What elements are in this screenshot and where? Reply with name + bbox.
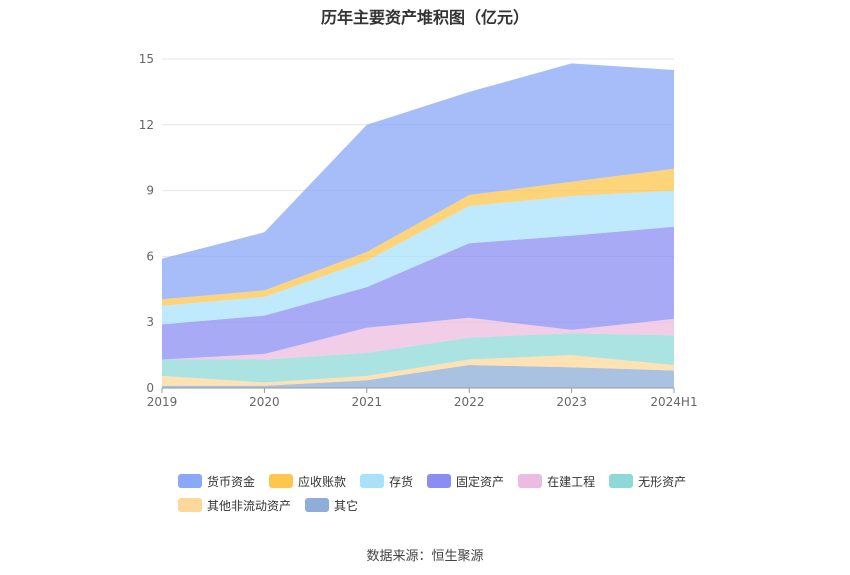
source-text: 数据来源：恒生聚源 — [366, 549, 484, 564]
legend-swatch — [427, 474, 452, 488]
x-tick-label: 2021 — [352, 395, 383, 409]
legend-item[interactable]: 无形资产 — [609, 472, 686, 490]
area-series-7 — [162, 63, 674, 300]
legend-item[interactable]: 在建工程 — [518, 472, 595, 490]
y-tick-label: 15 — [139, 52, 154, 66]
y-tick-label: 12 — [139, 118, 154, 132]
legend-swatch — [609, 474, 634, 488]
legend-item[interactable]: 应收账款 — [269, 472, 346, 490]
legend-swatch — [178, 498, 202, 512]
y-tick-label: 9 — [146, 184, 154, 198]
area-series-3 — [162, 317, 674, 360]
area-series-2 — [162, 333, 674, 383]
legend-label: 存货 — [389, 474, 414, 489]
legend-item[interactable]: 货币资金 — [178, 472, 255, 490]
area-series-0 — [162, 365, 674, 388]
x-tick-label: 2023 — [556, 395, 587, 409]
legend-label: 其他非流动资产 — [207, 498, 292, 513]
x-tick-label: 2019 — [147, 395, 178, 409]
legend-item[interactable]: 其它 — [305, 496, 358, 514]
legend-swatch — [305, 498, 330, 512]
y-tick-label: 3 — [146, 315, 154, 329]
legend-swatch — [518, 474, 543, 488]
y-tick-label: 6 — [146, 249, 154, 263]
legend-item[interactable]: 固定资产 — [427, 472, 504, 490]
legend-swatch — [269, 474, 294, 488]
legend-item[interactable]: 其他非流动资产 — [178, 496, 291, 514]
legend-label: 固定资产 — [456, 474, 505, 489]
area-series-6 — [162, 168, 674, 306]
legend-label: 货币资金 — [207, 474, 256, 489]
area-series-4 — [162, 226, 674, 360]
legend-label: 在建工程 — [547, 474, 596, 489]
y-tick-label: 0 — [146, 381, 154, 395]
legend-item[interactable]: 存货 — [360, 472, 413, 490]
area-series-1 — [162, 355, 674, 386]
x-tick-label: 2020 — [249, 395, 280, 409]
legend-label: 应收账款 — [298, 474, 347, 489]
area-series-5 — [162, 190, 674, 325]
legend-swatch — [360, 474, 385, 488]
x-tick-label: 2024H1 — [650, 395, 697, 409]
legend-label: 其它 — [334, 498, 359, 513]
chart-title: 历年主要资产堆积图（亿元） — [320, 8, 529, 27]
legend-swatch — [178, 474, 202, 488]
legend: 货币资金 应收账款 存货 固定资产 在建工程 无形资产其他非流动资产 其它 — [178, 472, 698, 514]
x-tick-label: 2022 — [454, 395, 485, 409]
legend-label: 无形资产 — [638, 474, 687, 489]
